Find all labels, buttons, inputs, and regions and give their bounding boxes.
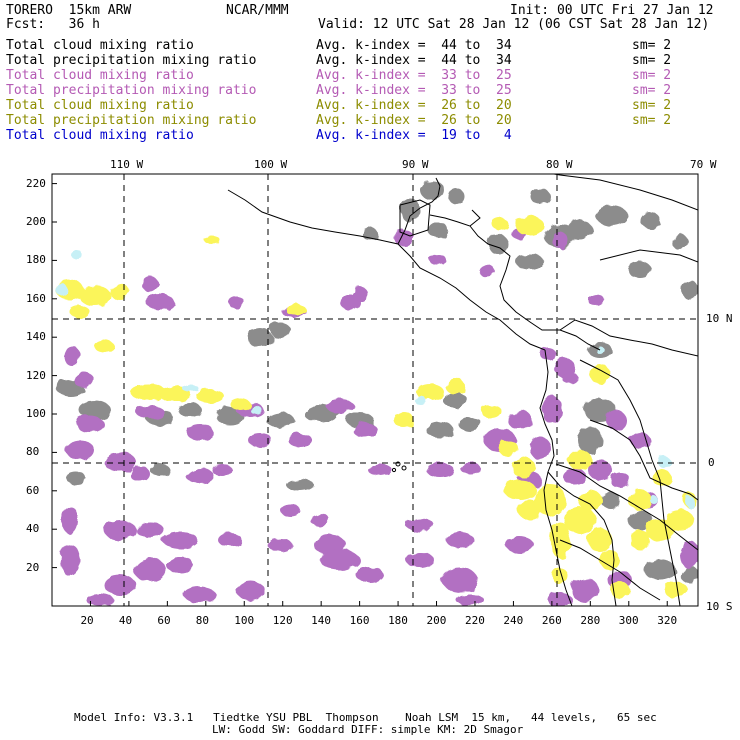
legend-index-range: Avg. k-index = 26 to 20 [316, 113, 512, 128]
lon-label-70w: 70 W [690, 158, 717, 171]
legend-row: Total cloud mixing ratio Avg. k-index = 2… [6, 98, 726, 113]
legend-field: Total cloud mixing ratio [6, 38, 194, 53]
x-tick-label: 20 [80, 614, 94, 627]
y-tick-label: 140 [26, 330, 46, 344]
x-tick-label: 280 [580, 614, 601, 627]
legend-row: Total cloud mixing ratio Avg. k-index = 1… [6, 128, 726, 143]
init-time: Init: 00 UTC Fri 27 Jan 12 [510, 3, 714, 18]
y-tick-label: 160 [26, 291, 46, 305]
purple-layer [60, 228, 698, 606]
legend-row: Total precipitation mixing ratio Avg. k-i… [6, 53, 726, 68]
lat-lon-grid [52, 174, 698, 606]
lat-label-10s: 10 S [706, 600, 733, 613]
x-tick-label: 300 [618, 614, 639, 627]
lat-label-0: 0 [708, 456, 715, 469]
y-tick-label: 220 [26, 176, 46, 190]
legend-field: Total cloud mixing ratio [6, 98, 194, 113]
legend-smoothing: sm= 2 [632, 68, 672, 83]
legend-row: Total cloud mixing ratio Avg. k-index = 4… [6, 38, 726, 53]
x-tick-label: 140 [311, 614, 332, 627]
legend-smoothing: sm= 2 [632, 53, 672, 68]
y-tick-label: 100 [26, 407, 46, 420]
legend-index-range: Avg. k-index = 44 to 34 [316, 53, 512, 68]
legend-row: Total precipitation mixing ratio Avg. k-i… [6, 83, 726, 98]
legend-smoothing: sm= 2 [632, 83, 672, 98]
x-tick-label: 200 [426, 614, 447, 627]
y-tick-label: 20 [26, 560, 40, 574]
x-tick-label: 60 [157, 614, 171, 627]
lon-label-110w: 110 W [110, 158, 144, 171]
x-tick-label: 220 [464, 614, 485, 627]
legend-index-range: Avg. k-index = 26 to 20 [316, 98, 512, 113]
y-tick-label: 60 [26, 483, 40, 497]
lat-label-10n: 10 N [706, 312, 733, 325]
x-tick-label: 40 [118, 614, 133, 627]
y-tick-label: 80 [26, 445, 40, 459]
cyan-layer [56, 250, 694, 508]
forecast-hour: Fcst: 36 h [6, 17, 100, 32]
legend-field: Total cloud mixing ratio [6, 68, 194, 83]
y-tick-label: 120 [26, 368, 46, 382]
legend-index-range: Avg. k-index = 33 to 25 [316, 68, 512, 83]
model-info-line1: Model Info: V3.3.1 Tiedtke YSU PBL Thomp… [74, 711, 657, 724]
lon-label-80w: 80 W [546, 158, 573, 171]
legend-index-range: Avg. k-index = 44 to 34 [316, 38, 512, 53]
axis-ticks [52, 183, 668, 606]
y-tick-label: 200 [26, 215, 46, 228]
legend-index-range: Avg. k-index = 33 to 25 [316, 83, 512, 98]
legend-field: Total precipitation mixing ratio [6, 113, 257, 128]
legend-smoothing: sm= 2 [632, 38, 672, 53]
x-tick-label: 260 [541, 614, 562, 627]
valid-time: Valid: 12 UTC Sat 28 Jan 12 (06 CST Sat … [318, 17, 710, 32]
model-title: TORERO 15km ARW [6, 3, 132, 18]
legend-field: Total precipitation mixing ratio [6, 83, 257, 98]
legend-row: Total precipitation mixing ratio Avg. k-i… [6, 113, 726, 128]
x-tick-label: 80 [195, 614, 210, 627]
legend-index-range: Avg. k-index = 19 to 4 [316, 128, 512, 143]
legend-row: Total cloud mixing ratio Avg. k-index = 3… [6, 68, 726, 83]
x-tick-label: 100 [234, 614, 255, 627]
coastlines [227, 174, 698, 606]
x-tick-label: 240 [503, 614, 524, 627]
center-label: NCAR/MMM [226, 3, 289, 18]
lon-label-100w: 100 W [254, 158, 288, 171]
x-tick-label: 160 [349, 614, 370, 627]
legend-smoothing: sm= 2 [632, 98, 672, 113]
lon-label-90w: 90 W [402, 158, 429, 171]
y-tick-label: 180 [26, 253, 46, 267]
model-info-line2: LW: Godd SW: Goddard DIFF: simple KM: 2D… [212, 723, 524, 736]
plot-frame [51, 173, 699, 607]
y-tick-label: 40 [26, 522, 40, 536]
legend-smoothing: sm= 2 [632, 113, 672, 128]
legend-field: Total cloud mixing ratio [6, 128, 194, 143]
x-tick-label: 320 [657, 614, 678, 627]
x-tick-label: 120 [272, 614, 293, 627]
x-tick-label: 180 [388, 614, 408, 627]
legend-field: Total precipitation mixing ratio [6, 53, 257, 68]
